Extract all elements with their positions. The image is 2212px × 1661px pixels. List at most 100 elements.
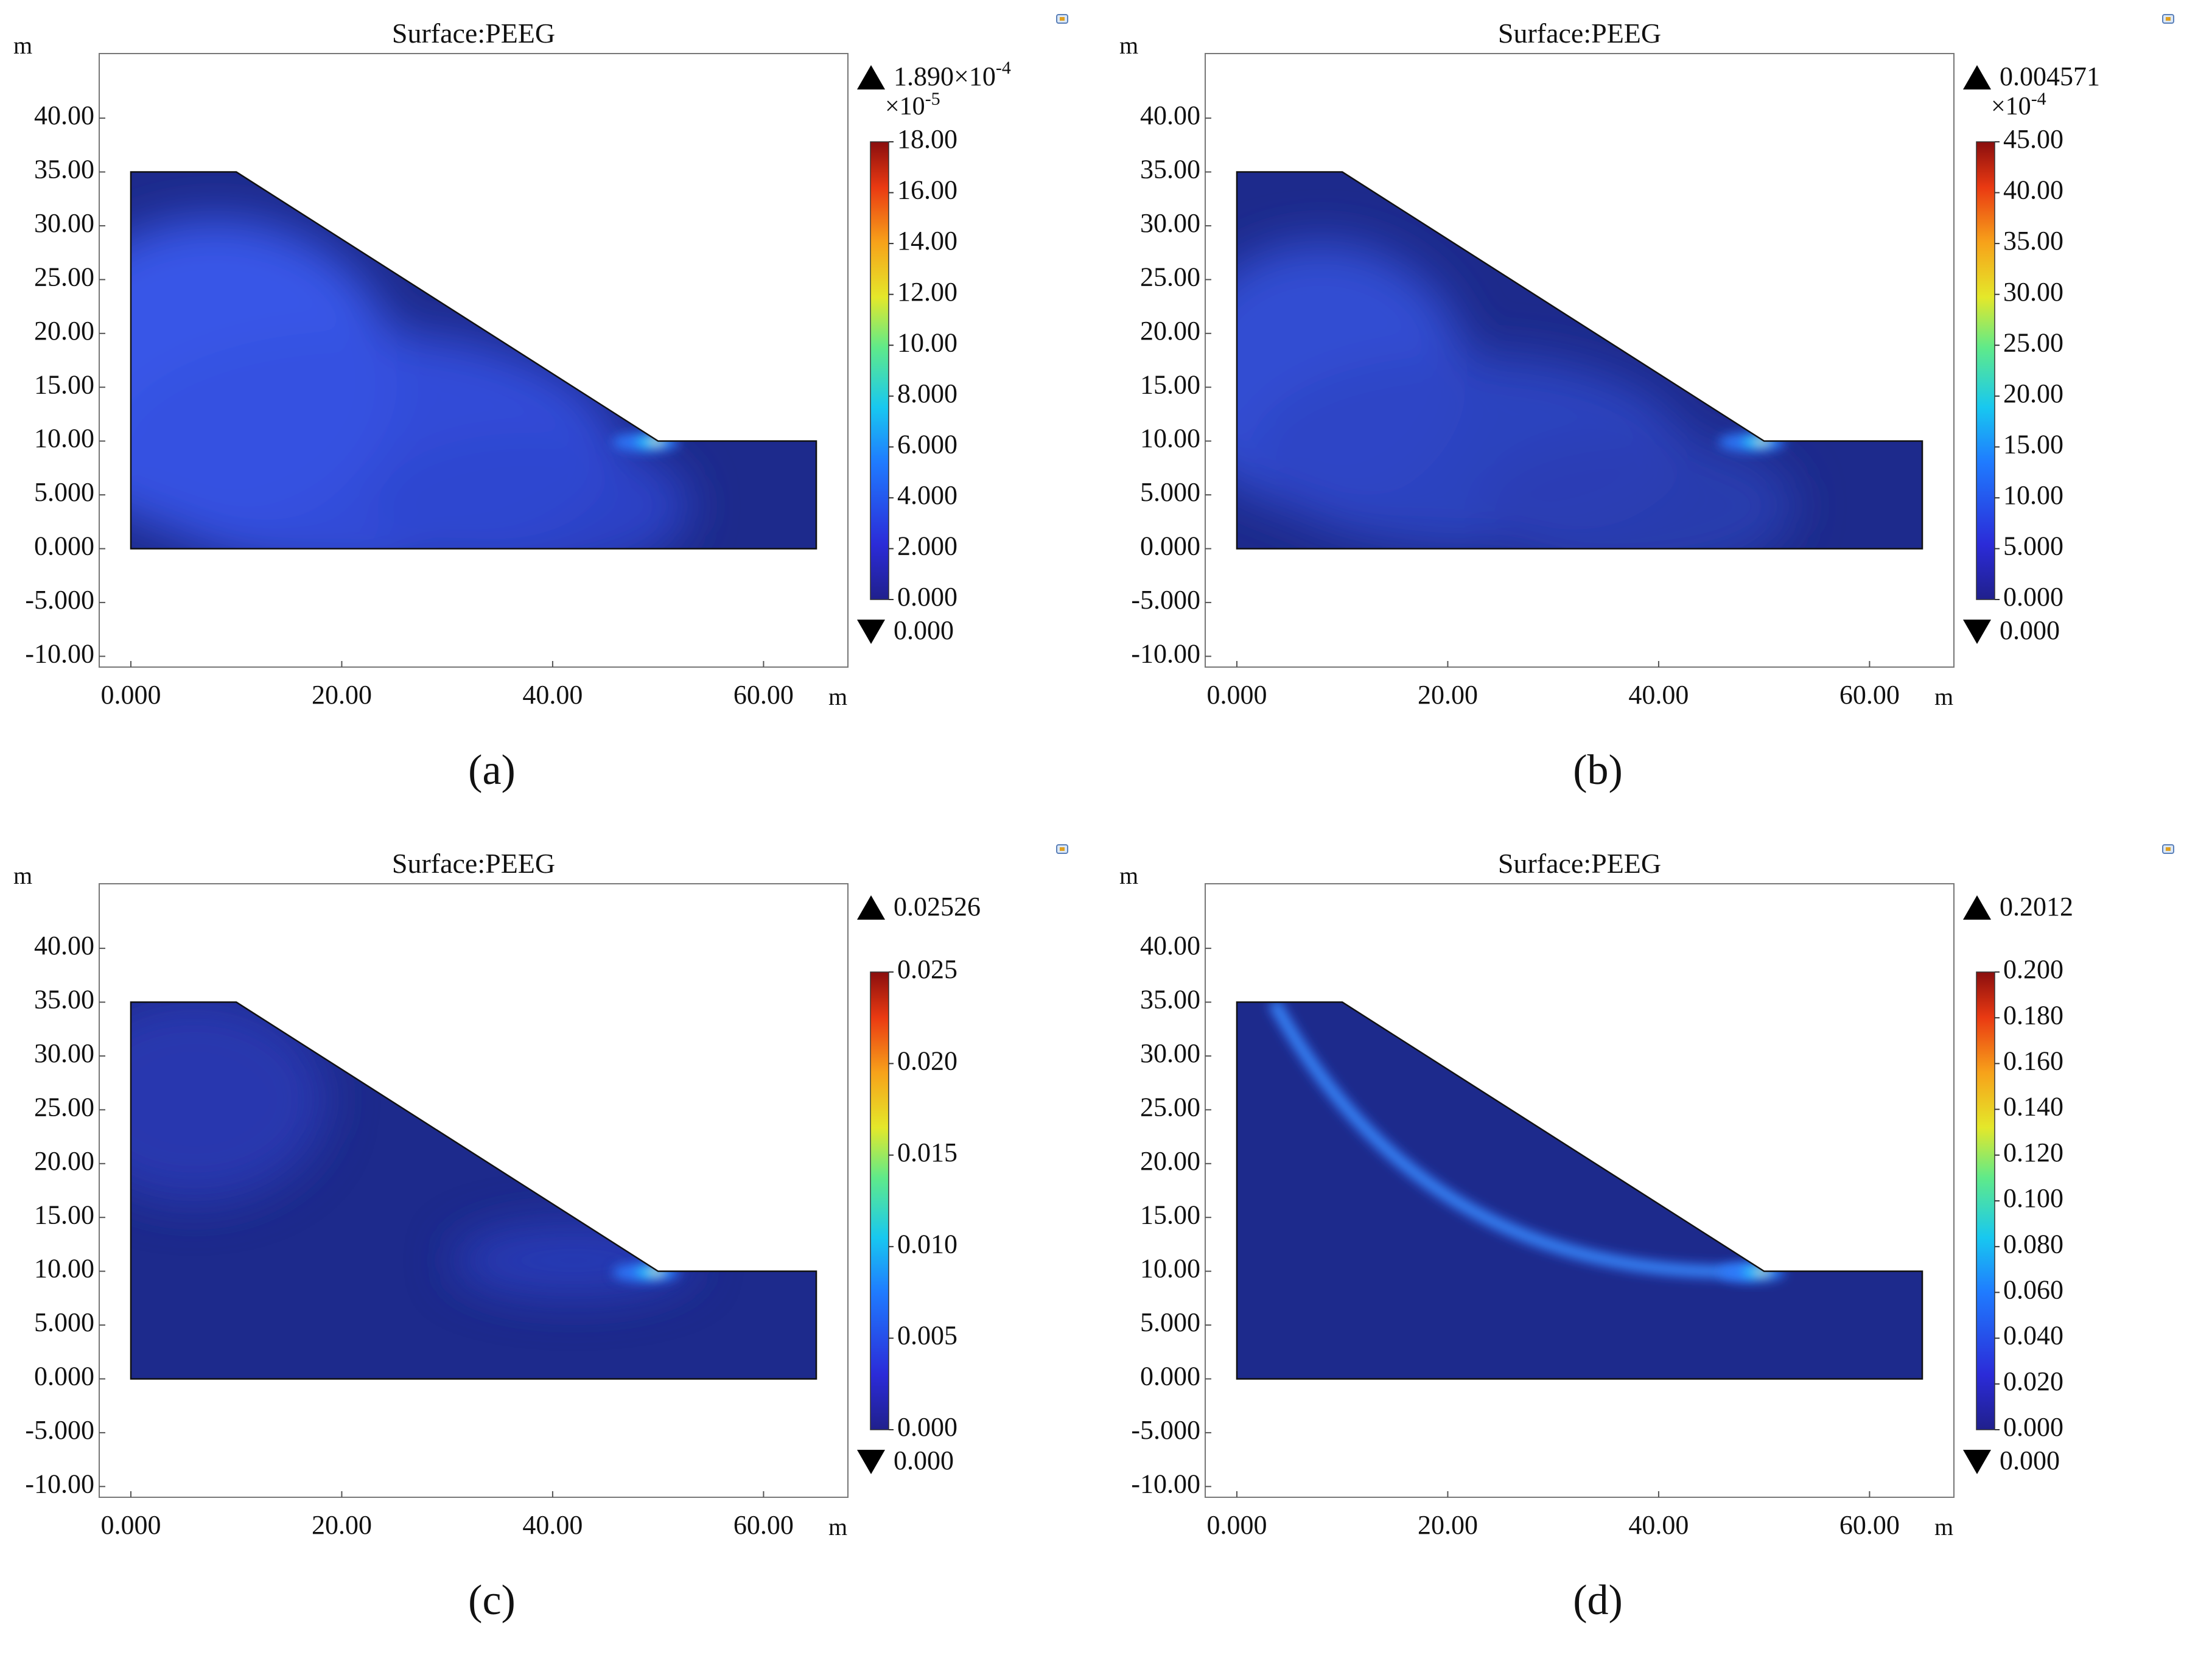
corner-icon-dot xyxy=(2166,847,2171,851)
y-tick-label: 15.00 xyxy=(34,1200,94,1229)
panel-d: Surface:PEEG m m -10.00 -5.000 0.000 5.000 10.0… xyxy=(1106,830,2212,1660)
colorbar-tick-label: 0.040 xyxy=(2003,1321,2063,1351)
y-tick-label: 40.00 xyxy=(34,100,94,130)
field-surface xyxy=(130,1002,817,1379)
x-tick-label: 0.000 xyxy=(100,680,161,710)
colorbar-tick-label: 6.000 xyxy=(897,429,957,459)
colorbar-tick-label: 0.140 xyxy=(2003,1092,2063,1122)
y-tick-label: 30.00 xyxy=(34,1038,94,1068)
y-tick-label: 20.00 xyxy=(1140,1146,1200,1176)
colorbar-tick-label: 14.00 xyxy=(897,226,957,256)
x-unit-label: m xyxy=(828,1513,847,1540)
x-tick-label: 60.00 xyxy=(1839,680,1900,710)
y-unit-label: m xyxy=(1119,862,1138,889)
y-tick-label: 30.00 xyxy=(1140,208,1200,238)
max-marker-icon xyxy=(1963,65,1991,89)
min-value-label: 0.000 xyxy=(2000,1446,2060,1475)
x-tick-label: 20.00 xyxy=(1418,680,1478,710)
y-tick-label: -5.000 xyxy=(25,1415,94,1445)
x-tick-label: 40.00 xyxy=(1628,680,1689,710)
y-tick-label: 40.00 xyxy=(34,931,94,960)
y-tick-label: 35.00 xyxy=(34,985,94,1015)
colorbar-tick-label: 40.00 xyxy=(2003,175,2063,205)
geometry-outline xyxy=(1236,1001,1923,1380)
y-tick-label: 5.000 xyxy=(1140,477,1200,507)
y-tick-label: 35.00 xyxy=(1140,155,1200,184)
colorbar-tick-label: 45.00 xyxy=(2003,124,2063,154)
colorbar-tick-label: 0.120 xyxy=(2003,1138,2063,1167)
y-tick-label: -5.000 xyxy=(1131,585,1200,615)
colorbar-tick-label: 0.005 xyxy=(897,1321,957,1351)
y-tick-label: 40.00 xyxy=(1140,100,1200,130)
y-tick-label: 0.000 xyxy=(1140,1362,1200,1391)
colorbar-tick-label: 0.080 xyxy=(2003,1229,2063,1259)
y-tick-label: 15.00 xyxy=(1140,369,1200,399)
min-marker-icon xyxy=(857,620,885,644)
x-tick-label: 60.00 xyxy=(733,1510,794,1540)
geometry-outline xyxy=(1236,171,1923,550)
y-tick-label: -10.00 xyxy=(1131,1469,1200,1498)
x-tick-label: 60.00 xyxy=(733,680,794,710)
x-unit-label: m xyxy=(1934,1513,1953,1540)
y-tick-label: 0.000 xyxy=(34,1362,94,1391)
colorbar-tick-label: 10.00 xyxy=(897,327,957,357)
colorbar xyxy=(870,141,889,600)
x-tick-label: 40.00 xyxy=(1628,1510,1689,1540)
max-value-label: 0.004571 xyxy=(2000,61,2100,91)
colorbar-tick-label: 0.100 xyxy=(2003,1183,2063,1213)
y-tick-label: 25.00 xyxy=(1140,262,1200,292)
x-unit-label: m xyxy=(1934,683,1953,710)
y-tick-label: 10.00 xyxy=(34,1254,94,1284)
colorbar xyxy=(1976,141,1995,600)
y-tick-label: 0.000 xyxy=(1140,531,1200,561)
colorbar-tick-label: 18.00 xyxy=(897,124,957,154)
x-tick-label: 0.000 xyxy=(1206,1510,1267,1540)
y-tick-label: 0.000 xyxy=(34,531,94,561)
panel-a: Surface:PEEG m m -10.00 -5.000 0.000 5.000 10.0… xyxy=(0,0,1106,830)
y-tick-label: 40.00 xyxy=(1140,931,1200,960)
colorbar-tick-label: 10.00 xyxy=(2003,480,2063,510)
field-region xyxy=(130,1002,328,1203)
colorbar-tick-label: 0.020 xyxy=(2003,1366,2063,1396)
y-tick-label: 10.00 xyxy=(1140,424,1200,453)
colorbar-tick-label: 0.010 xyxy=(897,1229,957,1259)
min-value-label: 0.000 xyxy=(2000,615,2060,645)
y-tick-label: 25.00 xyxy=(34,1092,94,1122)
x-tick-label: 60.00 xyxy=(1839,1510,1900,1540)
max-value-exponent: -4 xyxy=(996,58,1011,78)
y-tick-label: 10.00 xyxy=(34,424,94,453)
colorbar-tick-label: 16.00 xyxy=(897,175,957,205)
colorbar-tick-label: 0.160 xyxy=(2003,1046,2063,1075)
x-unit-label: m xyxy=(828,683,847,710)
y-unit-label: m xyxy=(13,862,32,889)
colorbar xyxy=(870,971,889,1430)
chart-svg: Surface:PEEG m m -10.00 -5.000 0.000 5.000 10.0… xyxy=(1119,844,2174,1624)
chart-title: Surface:PEEG xyxy=(392,848,555,879)
chart-title: Surface:PEEG xyxy=(1498,848,1661,879)
colorbar-tick-label: 2.000 xyxy=(897,531,957,561)
corner-icon-dot xyxy=(1060,17,1065,21)
y-tick-label: 25.00 xyxy=(1140,1092,1200,1122)
y-unit-label: m xyxy=(13,32,32,59)
x-tick-label: 0.000 xyxy=(1206,680,1267,710)
colorbar xyxy=(1976,971,1995,1430)
x-tick-label: 20.00 xyxy=(312,1510,372,1540)
chart-svg: Surface:PEEG m m -10.00 -5.000 0.000 5.000 10.0… xyxy=(13,844,1068,1624)
max-value-label: 0.02526 xyxy=(894,892,981,921)
min-marker-icon xyxy=(1963,620,1991,644)
subfigure-tag: (d) xyxy=(1573,1577,1623,1624)
max-marker-icon xyxy=(1963,895,1991,920)
colorbar-tick-label: 0.060 xyxy=(2003,1275,2063,1304)
colorbar-tick-label: 0.000 xyxy=(897,582,957,612)
colorbar-tick-label: 0.025 xyxy=(897,954,957,984)
geometry-outline xyxy=(130,1001,817,1380)
colorbar-tick-label: 0.000 xyxy=(897,1412,957,1442)
colorbar-tick-label: 8.000 xyxy=(897,379,957,408)
colorbar-scale-label: ×10-4 xyxy=(1991,89,2046,121)
geometry-outline xyxy=(130,171,817,550)
y-tick-label: 35.00 xyxy=(1140,985,1200,1015)
colorbar-tick-label: 0.015 xyxy=(897,1138,957,1167)
x-tick-label: 40.00 xyxy=(522,680,583,710)
chart-svg: Surface:PEEG m m -10.00 -5.000 0.000 5.000 10.0… xyxy=(1119,14,2174,794)
